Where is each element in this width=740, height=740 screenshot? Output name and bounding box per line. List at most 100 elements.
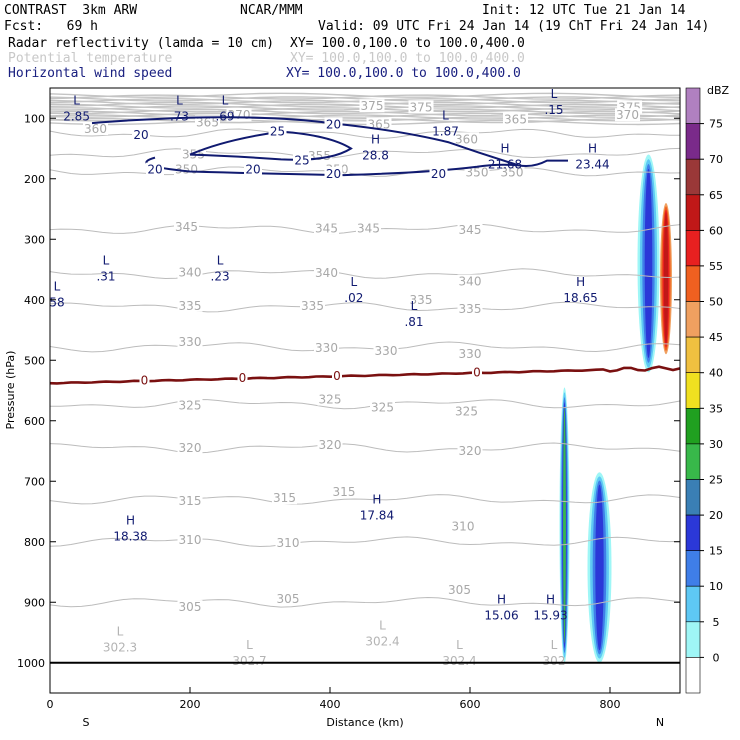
theta-contour-label-bg <box>195 115 220 129</box>
wind-contour-label-bg <box>268 124 287 138</box>
theta-contour-label: 325 <box>371 400 394 414</box>
y-tick-label: 600 <box>24 415 45 428</box>
wind-extremum-type: L <box>442 108 449 122</box>
theta-contour-label-bg <box>356 221 381 235</box>
wind-extremum-type: H <box>497 592 506 606</box>
theta-extremum: L 302.4 <box>365 618 399 648</box>
theta-contour-label: 365 <box>504 113 527 127</box>
theta-contour-label: 345 <box>459 223 482 237</box>
zero-line-label: 0 <box>141 374 149 388</box>
wind-extremum-type: H <box>371 133 380 147</box>
theta-extremum-value: 302.4 <box>442 654 476 668</box>
colorbar-swatch <box>685 514 701 551</box>
theta-contour-label-bg <box>503 112 528 126</box>
theta-contour-label: 310 <box>452 520 475 534</box>
reflectivity-core <box>563 407 566 644</box>
plot-area <box>50 88 680 693</box>
theta-contour-label-bg <box>370 400 395 414</box>
wind-extremum-value: .15 <box>544 103 563 117</box>
wind-extremum-type: H <box>126 514 135 528</box>
wind-extremum-value: 2.85 <box>63 109 90 123</box>
theta-contour-label: 360 <box>455 132 478 146</box>
wind-extremum-value: .81 <box>404 315 423 329</box>
theta-extremum-value: 302 <box>543 654 566 668</box>
reflectivity-layer <box>559 154 672 663</box>
theta-extremum-value: 302.4 <box>365 634 399 648</box>
theta-contour-line <box>50 536 680 548</box>
colorbar-swatch <box>685 372 701 409</box>
wind-extremum-value: .02 <box>344 291 363 305</box>
x-tick-label: 600 <box>460 698 481 711</box>
wind-extremum-value: 18.38 <box>113 530 147 544</box>
colorbar-swatch <box>685 479 701 516</box>
theta-contour-label-bg <box>177 494 203 508</box>
theta-contour-label-bg <box>314 266 339 280</box>
theta-contour-label-bg <box>177 265 203 279</box>
theta-contour-label-bg <box>450 519 476 533</box>
theta-contour-label: 330 <box>179 335 202 349</box>
wind-contour-label-bg <box>244 162 262 176</box>
wind-extremum-type: L <box>217 254 224 268</box>
colorbar-swatch <box>685 265 701 302</box>
wind-contour-label: 20 <box>147 163 162 177</box>
y-tick-label: 1000 <box>17 657 45 670</box>
theta-extremum-type: L <box>246 638 253 652</box>
theta-contour-label: 350 <box>175 163 198 177</box>
x-end-right: N <box>656 716 664 729</box>
colorbar-level-label: 15 <box>709 545 723 558</box>
theta-contour-label: 330 <box>459 347 482 361</box>
wind-extremum-type: H <box>588 142 597 156</box>
wind-extremum-type: L <box>222 93 229 107</box>
colorbar-swatch <box>685 443 701 480</box>
wind-contour-label: 20 <box>326 117 341 131</box>
wind-extremum-value: .73 <box>170 109 189 123</box>
theta-contour-label-bg <box>174 220 199 234</box>
y-tick-label: 900 <box>24 596 45 609</box>
colorbar-swatch <box>685 407 701 445</box>
theta-contour-line <box>50 442 680 454</box>
theta-contour-label: 330 <box>375 344 398 358</box>
theta-band-line <box>50 96 680 102</box>
theta-contour-label: 320 <box>179 441 202 455</box>
theta-contour-label: 360 <box>84 122 107 136</box>
wind-extremum: L .81 <box>404 299 423 329</box>
theta-contour-label-bg <box>314 221 339 235</box>
reflectivity-core <box>663 212 669 345</box>
theta-contour-line <box>50 147 680 159</box>
theta-band-line <box>50 92 680 99</box>
wind-extremum-type: L <box>551 87 558 101</box>
colorbar: 0 5 10 15 20 25 30 35 40 45 50 55 60 65 70 75 <box>685 87 723 694</box>
theta-contour-line <box>50 301 680 313</box>
theta-extremum: L 302.7 <box>232 638 266 668</box>
colorbar-swatch <box>685 621 701 658</box>
theta-contour-label-bg <box>275 536 301 549</box>
wind-contour-25 <box>189 130 353 161</box>
plot-frame <box>49 87 681 694</box>
theta-contour-label-bg <box>314 341 339 355</box>
y-tick-label: 400 <box>24 294 45 307</box>
theta-contour-label: 305 <box>277 592 300 606</box>
theta-contour-label-bg <box>457 347 483 361</box>
colorbar-swatch <box>685 123 701 160</box>
wind-extremum-value: .23 <box>211 270 230 284</box>
theta-contour-label: 350 <box>501 166 524 180</box>
wind-extremum-value: .31 <box>96 270 115 284</box>
theta-contour-label: 330 <box>315 341 338 355</box>
theta-contour-label-bg <box>359 99 385 113</box>
wind-extremum-type: L <box>411 299 418 313</box>
x-end-left: S <box>83 716 90 729</box>
theta-band-line <box>50 110 680 117</box>
theta-contour-line <box>50 596 680 608</box>
theta-contour-line <box>50 341 680 353</box>
field-reflectivity-xy: XY= 100.0,100.0 to 100.0,400.0 <box>290 36 525 51</box>
field-wind-name: Horizontal wind speed <box>8 66 173 81</box>
wind-contours: 0 0 0 0 20 20 20 20 20 20 25 25 L 2.85 L .73 L .69 L 1.87 L.… <box>50 87 680 622</box>
theta-contour-label-bg <box>300 298 325 312</box>
theta-contour-label: 315 <box>333 485 356 499</box>
theta-contour-label-bg <box>615 108 640 122</box>
colorbar-swatch <box>685 550 701 587</box>
theta-extremum-value: 302.3 <box>103 640 137 654</box>
wind-extremum-value: 1.87 <box>432 124 459 138</box>
y-tick-label: 700 <box>24 475 45 488</box>
field-reflectivity-name: Radar reflectivity (lamda = 10 cm) <box>8 36 275 51</box>
